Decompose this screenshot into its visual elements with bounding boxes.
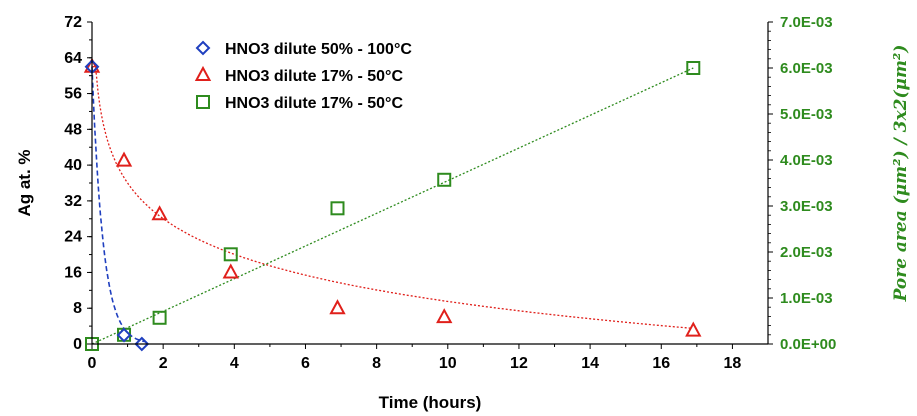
y-tick-label: 32 xyxy=(64,193,82,210)
y2-tick-label: 4.0E-03 xyxy=(780,152,833,169)
data-point-series-3 xyxy=(117,327,132,342)
y-tick-label: 64 xyxy=(64,50,82,67)
x-tick-label: 10 xyxy=(439,355,457,372)
data-point-series-2 xyxy=(115,151,133,167)
x-axis-label: Time (hours) xyxy=(379,393,482,412)
y2-axis-label: Pore area (μm²) / 3x2(μm²) xyxy=(891,45,911,303)
data-point-series-1 xyxy=(134,336,150,352)
legend-marker xyxy=(195,40,211,56)
data-point-series-2 xyxy=(329,299,346,315)
y-tick-label: 56 xyxy=(64,86,82,103)
y2-tick-label: 7.0E-03 xyxy=(780,14,833,31)
y-tick-label: 8 xyxy=(73,300,82,317)
legend-label: HNO3 dilute 50% - 100°C xyxy=(225,41,412,58)
data-point-series-2 xyxy=(151,205,168,221)
y2-tick-label: 1.0E-03 xyxy=(780,290,833,307)
y2-tick-label: 6.0E-03 xyxy=(780,60,833,77)
data-point-series-3 xyxy=(686,61,701,75)
legend-marker xyxy=(194,65,212,81)
x-tick-label: 14 xyxy=(581,355,599,372)
data-point-series-3 xyxy=(437,172,452,187)
y2-tick-label: 5.0E-03 xyxy=(780,106,833,123)
y-tick-label: 72 xyxy=(64,14,82,31)
y-tick-label: 40 xyxy=(64,157,82,174)
x-tick-label: 8 xyxy=(372,355,381,372)
trend-line-series-2 xyxy=(92,66,693,329)
y2-tick-label: 0.0E+00 xyxy=(780,336,836,353)
trend-lines xyxy=(91,66,694,345)
legend-label: HNO3 dilute 17% - 50°C xyxy=(225,95,403,112)
y2-tick-label: 3.0E-03 xyxy=(780,198,833,215)
data-point-series-3 xyxy=(330,201,345,216)
x-tick-label: 16 xyxy=(652,355,670,372)
data-point-series-3 xyxy=(152,310,167,325)
x-tick-label: 12 xyxy=(510,355,528,372)
y-tick-label: 48 xyxy=(64,121,82,138)
y-axis-label: Ag at. % xyxy=(15,149,34,216)
x-tick-label: 6 xyxy=(301,355,310,372)
data-point-series-3 xyxy=(223,247,238,262)
y-tick-label: 16 xyxy=(64,264,82,281)
x-tick-label: 4 xyxy=(230,355,239,372)
legend-label: HNO3 dilute 17% - 50°C xyxy=(225,68,403,85)
data-point-series-2 xyxy=(436,308,453,324)
legend: HNO3 dilute 50% - 100°C HNO3 dilute 17% -… xyxy=(194,40,412,112)
x-tick-label: 0 xyxy=(88,355,97,372)
y2-tick-label: 2.0E-03 xyxy=(780,244,833,261)
data-points xyxy=(83,57,702,352)
legend-marker xyxy=(196,95,210,109)
trend-line-series-1 xyxy=(91,66,145,343)
y-tick-label: 0 xyxy=(73,336,82,353)
data-point-series-2 xyxy=(685,321,702,337)
x-tick-label: 2 xyxy=(159,355,168,372)
y-tick-label: 24 xyxy=(64,229,82,246)
data-point-series-1 xyxy=(116,327,132,343)
x-tick-label: 18 xyxy=(724,355,742,372)
data-point-series-2 xyxy=(222,263,239,279)
